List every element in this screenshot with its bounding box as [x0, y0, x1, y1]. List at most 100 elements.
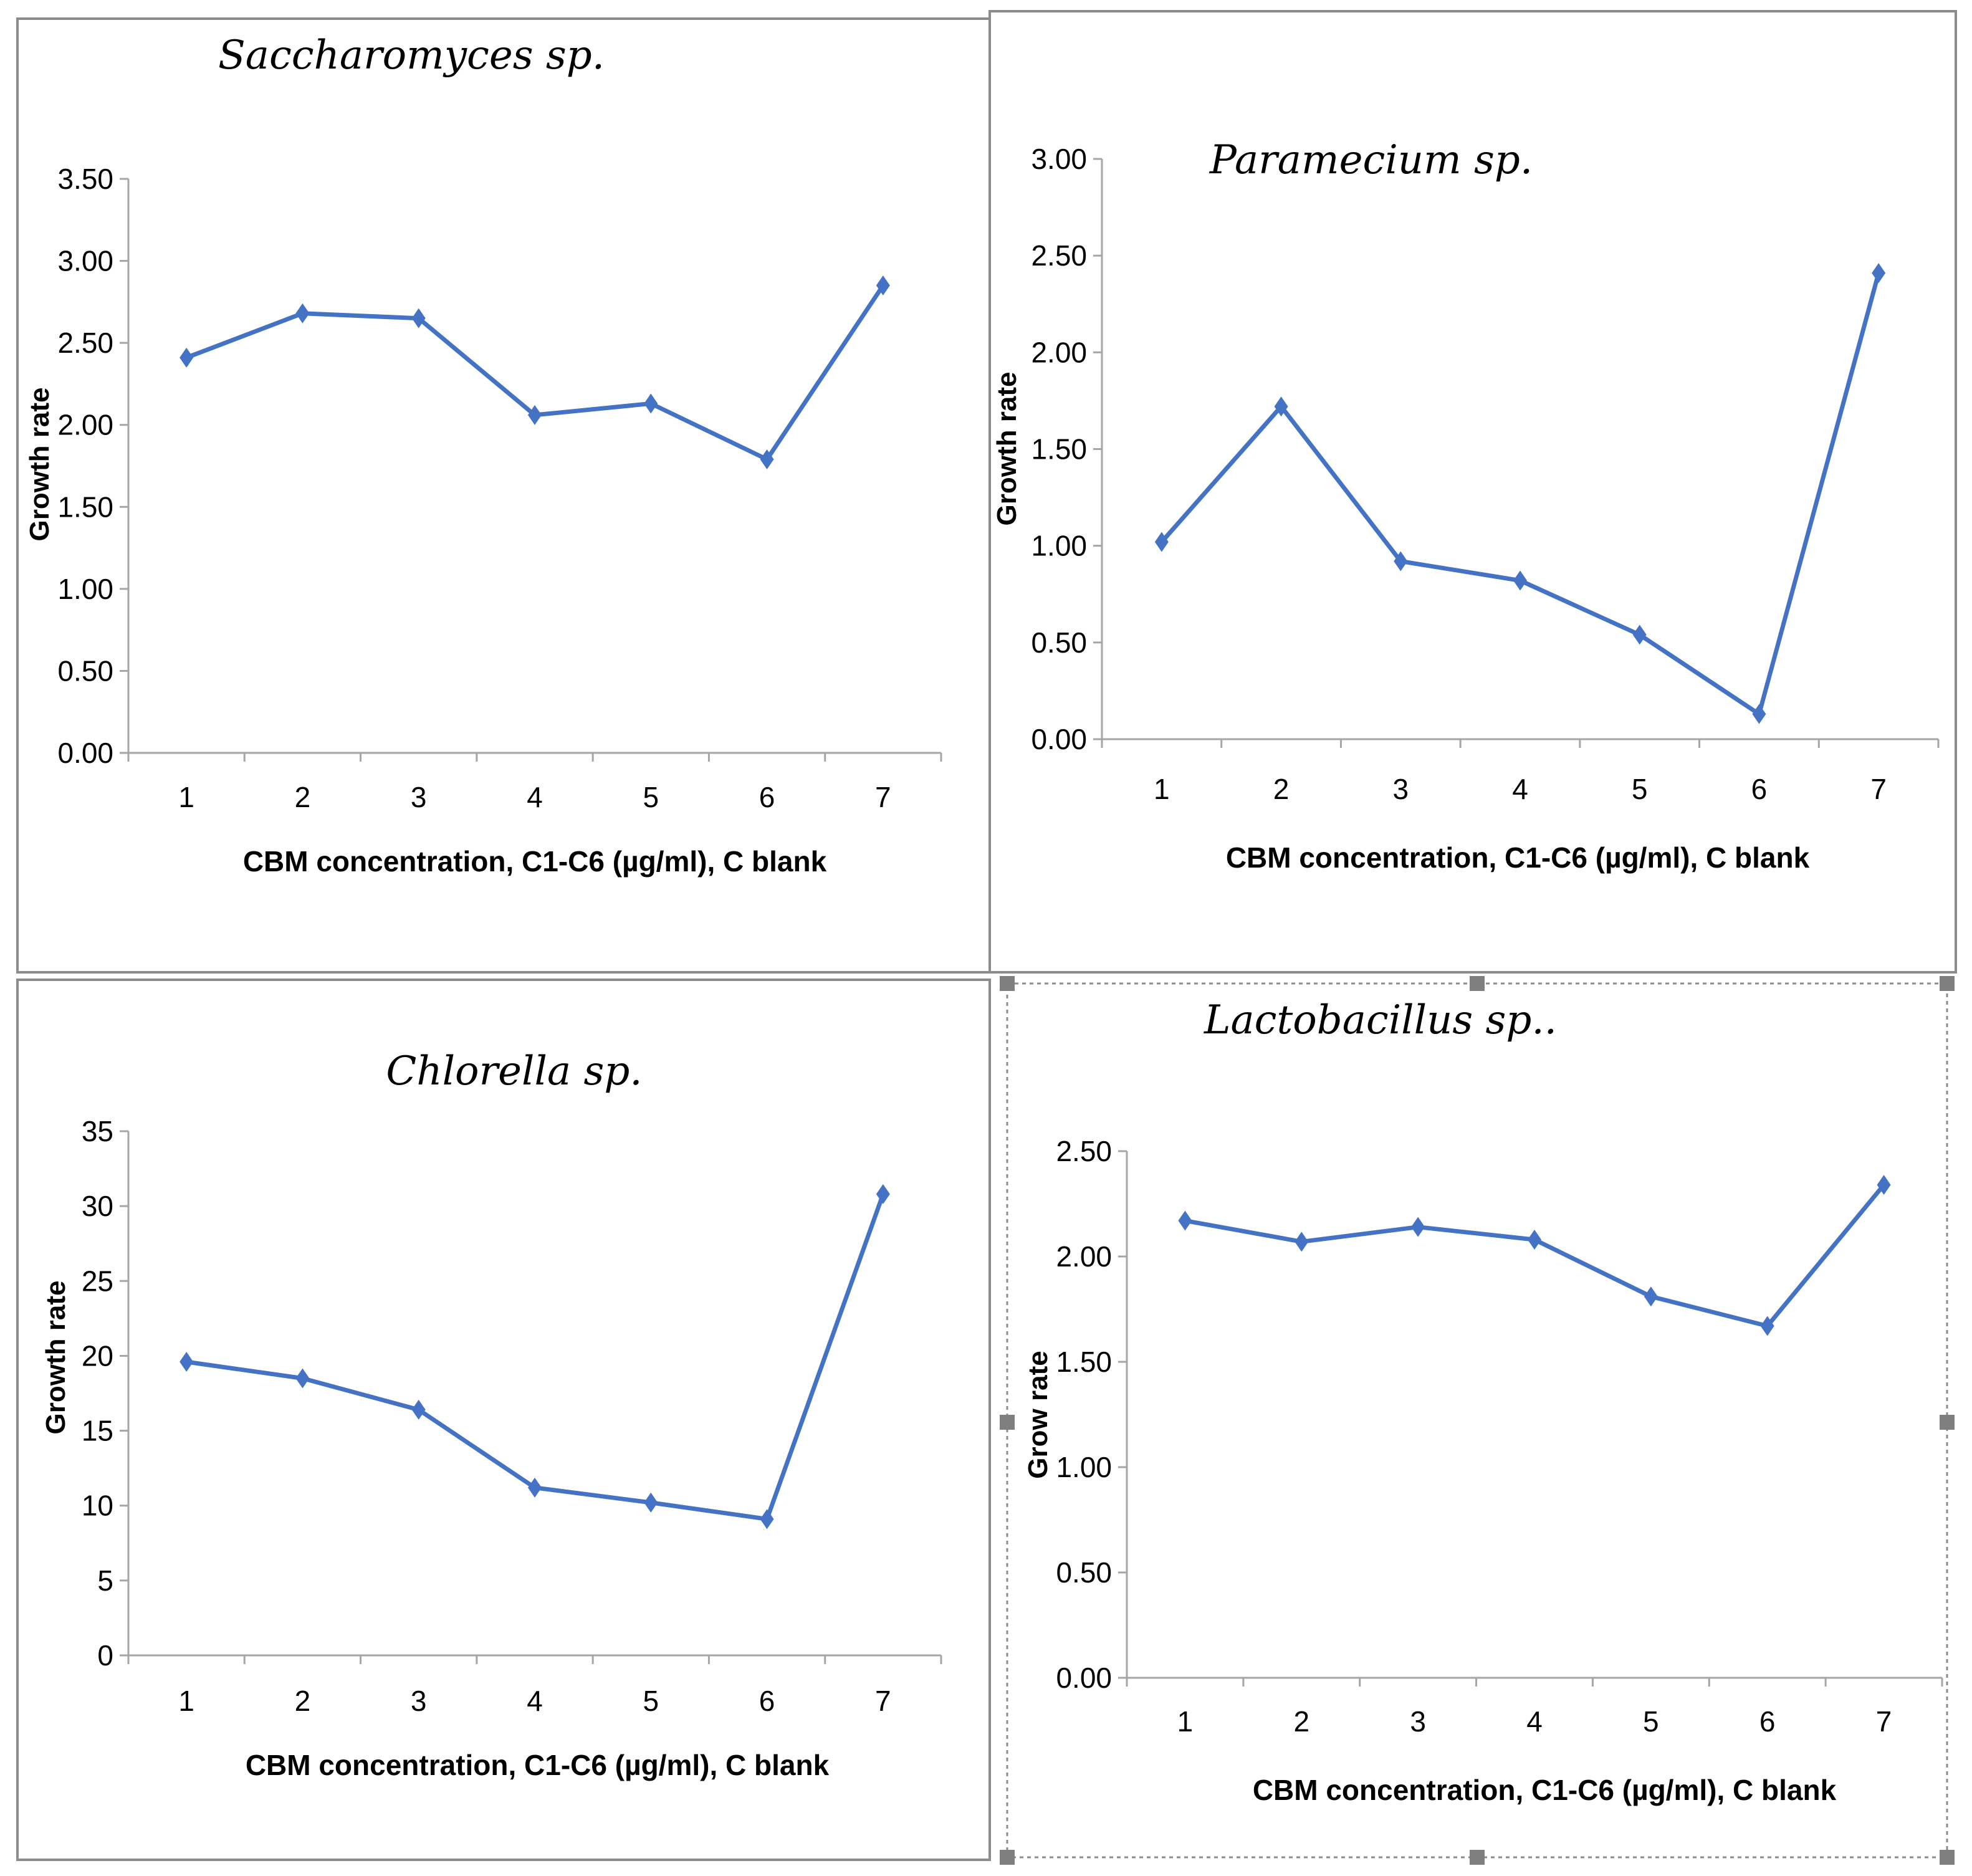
- x-tick-label: 7: [1876, 1705, 1892, 1738]
- data-point: [528, 1477, 542, 1498]
- x-tick-label: 4: [1512, 773, 1528, 805]
- y-tick-label: 1.00: [1056, 1451, 1112, 1483]
- series-line: [1184, 1183, 1886, 1328]
- data-point: [1528, 1229, 1541, 1250]
- x-tick-label: 3: [1392, 773, 1409, 805]
- data-point: [876, 1184, 890, 1204]
- y-tick-label: 0.50: [57, 654, 113, 687]
- x-tick-label: 6: [1759, 1705, 1776, 1738]
- data-point: [1154, 532, 1169, 552]
- data-point: [295, 1368, 310, 1389]
- y-tick-label: 0.00: [1056, 1662, 1112, 1694]
- data-point: [760, 449, 774, 469]
- y-tick-label: 2.50: [1056, 1135, 1112, 1167]
- y-tick-label: 2.50: [1031, 239, 1087, 272]
- resize-handle-bottom-right[interactable]: [1940, 1850, 1955, 1865]
- data-point: [179, 1352, 194, 1372]
- data-point: [1752, 704, 1766, 724]
- data-point: [411, 1399, 426, 1420]
- series-line: [186, 1193, 886, 1521]
- y-tick-label: 0.00: [57, 737, 113, 769]
- y-tick-label: 30: [82, 1190, 113, 1222]
- panel-frame-lactobacillus: [1006, 982, 1948, 1859]
- panel-frame-paramecium: [988, 10, 1957, 974]
- resize-handle-top-right[interactable]: [1940, 976, 1955, 991]
- y-tick-label: 35: [82, 1115, 113, 1147]
- x-tick-label: 4: [1526, 1705, 1543, 1738]
- data-point: [1632, 625, 1647, 645]
- x-tick-label: 2: [295, 1685, 311, 1717]
- y-tick-label: 0.00: [1031, 723, 1087, 755]
- x-tick-label: 2: [1273, 773, 1290, 805]
- resize-handle-bottom[interactable]: [1470, 1850, 1485, 1865]
- y-tick-label: 2.50: [57, 327, 113, 359]
- data-point: [1274, 396, 1288, 417]
- y-tick-label: 1.00: [57, 573, 113, 605]
- y-tick-label: 2.00: [1031, 336, 1087, 368]
- y-tick-label: 1.50: [1031, 433, 1087, 466]
- data-point: [1877, 1175, 1891, 1195]
- data-point: [1513, 570, 1527, 591]
- x-tick-label: 3: [411, 781, 427, 813]
- x-tick-label: 7: [875, 1685, 891, 1717]
- panel-frame-chlorella: [16, 979, 991, 1861]
- plot-area: 0.00 0.50 1.00 1.50 2.00 2.50 3.00 3.50 1 2 3 4 5 6 7: [57, 163, 942, 813]
- y-tick-label: 2.00: [1056, 1240, 1112, 1273]
- y-tick-label: 3.50: [57, 163, 113, 195]
- x-tick-label: 3: [1410, 1705, 1426, 1738]
- x-tick-label: 3: [411, 1685, 427, 1717]
- resize-handle-top[interactable]: [1470, 976, 1485, 991]
- data-point: [1760, 1316, 1774, 1336]
- plot-area: 0.00 0.50 1.00 1.50 2.00 2.50 3.00 1 2 3 4 5 6 7: [1031, 143, 1940, 805]
- x-axis-label: CBM concentration, C1-C6 (µg/ml), C blan…: [1226, 841, 1810, 874]
- y-axis-label: Growth rate: [24, 388, 55, 542]
- y-tick-label: 0.50: [1031, 626, 1087, 659]
- y-tick-label: 2.00: [57, 409, 113, 441]
- x-axis-label: CBM concentration, C1-C6 (µg/ml), C blan…: [243, 845, 827, 878]
- chart-paramecium: Paramecium sp. Growth rate CBM concentra…: [992, 137, 1940, 874]
- x-tick-label: 1: [178, 1685, 194, 1717]
- x-tick-label: 1: [1177, 1705, 1194, 1738]
- chart-lactobacillus: Lactobacillus sp.. Grow rate CBM concent…: [1023, 997, 1943, 1806]
- x-tick-label: 1: [178, 781, 194, 813]
- chart-title: Saccharomyces sp.: [218, 32, 605, 79]
- chart-title: Chlorella sp.: [386, 1048, 642, 1094]
- y-tick-label: 15: [82, 1415, 113, 1447]
- data-point: [1295, 1232, 1309, 1252]
- x-tick-label: 4: [527, 781, 543, 813]
- resize-handle-bottom-left[interactable]: [1000, 1850, 1015, 1865]
- data-point: [179, 347, 194, 368]
- series-line: [185, 284, 885, 462]
- data-point: [1394, 551, 1408, 572]
- resize-handle-left[interactable]: [1000, 1415, 1015, 1430]
- y-tick-label: 3.00: [57, 245, 113, 277]
- x-tick-label: 6: [759, 781, 775, 813]
- selection-handles[interactable]: [1000, 976, 1955, 1865]
- plot-area: 0 5 10 15 20 25 30 35 1 2 3 4 5 6 7: [82, 1115, 942, 1717]
- y-tick-label: 3.00: [1031, 143, 1087, 175]
- x-tick-label: 7: [1870, 773, 1887, 805]
- x-tick-label: 5: [643, 781, 659, 813]
- y-axis-label: Growth rate: [41, 1281, 71, 1435]
- x-tick-label: 1: [1154, 773, 1170, 805]
- data-point: [876, 275, 890, 296]
- chart-saccharomyces: Saccharomyces sp. Growth rate CBM concen…: [24, 32, 942, 878]
- y-tick-label: 25: [82, 1265, 113, 1297]
- data-point: [760, 1509, 774, 1529]
- data-point: [411, 308, 426, 328]
- data-point: [644, 393, 658, 414]
- x-axis-label: CBM concentration, C1-C6 (µg/ml), C blan…: [1253, 1774, 1837, 1806]
- x-tick-label: 4: [527, 1685, 543, 1717]
- x-tick-label: 5: [1632, 773, 1648, 805]
- data-point: [1411, 1217, 1425, 1237]
- data-point: [1644, 1286, 1658, 1307]
- resize-handle-top-left[interactable]: [1000, 976, 1015, 991]
- x-tick-label: 6: [759, 1685, 775, 1717]
- plot-area: 0.00 0.50 1.00 1.50 2.00 2.50 1 2 3 4 5 6 7: [1056, 1135, 1943, 1738]
- data-point: [1872, 263, 1886, 284]
- panel-frame-saccharomyces: [16, 17, 991, 974]
- y-tick-label: 5: [97, 1564, 113, 1597]
- y-axis-label: Growth rate: [992, 372, 1022, 526]
- data-point: [644, 1492, 658, 1513]
- resize-handle-right[interactable]: [1940, 1415, 1955, 1430]
